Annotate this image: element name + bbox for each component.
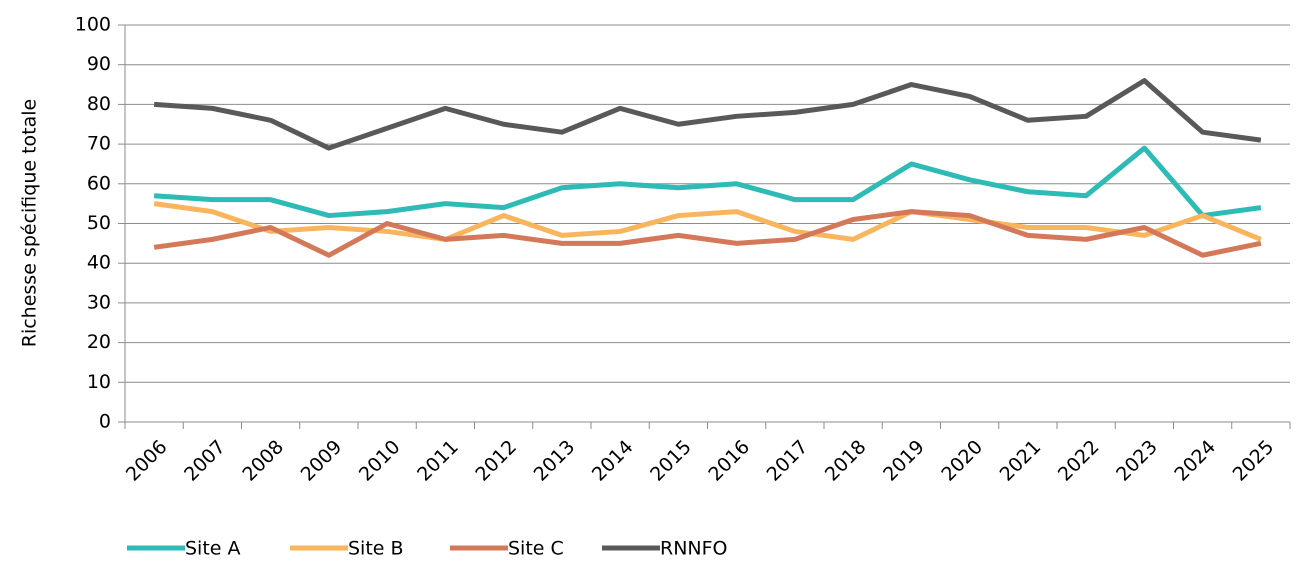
x-tick-label: 2022 <box>1054 436 1104 486</box>
x-tick-label: 2013 <box>530 436 580 486</box>
x-tick-label: 2017 <box>763 436 813 486</box>
y-tick-label: 40 <box>87 252 111 274</box>
y-tick-label: 30 <box>87 291 111 313</box>
legend-label: RNNFO <box>660 538 728 560</box>
x-tick-label: 2010 <box>355 436 405 486</box>
legend-label: Site B <box>348 538 404 560</box>
x-tick-label: 2016 <box>704 436 754 486</box>
y-tick-label: 10 <box>87 371 111 393</box>
x-tick-label: 2021 <box>996 436 1046 486</box>
x-tick-label: 2019 <box>879 436 929 486</box>
x-tick-label: 2018 <box>821 436 871 486</box>
series-line <box>153 201 1262 242</box>
x-tick-label: 2015 <box>646 436 696 486</box>
series-line <box>153 145 1262 219</box>
x-tick-label: 2014 <box>588 436 638 486</box>
x-tick-label: 2024 <box>1170 436 1220 486</box>
x-tick-label: 2007 <box>180 436 230 486</box>
y-tick-label: 20 <box>87 331 111 353</box>
y-tick-label: 90 <box>87 53 111 75</box>
x-tick-label: 2012 <box>471 436 521 486</box>
y-tick-label: 50 <box>87 212 111 234</box>
legend-label: Site A <box>185 538 241 560</box>
y-tick-label: 0 <box>99 411 111 433</box>
x-tick-label: 2009 <box>297 436 347 486</box>
y-tick-label: 70 <box>87 133 111 155</box>
legend-label: Site C <box>508 538 564 560</box>
x-tick-label: 2023 <box>1112 436 1162 486</box>
y-tick-label: 100 <box>75 14 111 36</box>
y-axis-label: Richesse spécifique totale <box>19 99 41 348</box>
x-tick-label: 2011 <box>413 436 463 486</box>
y-tick-label: 80 <box>87 93 111 115</box>
x-tick-label: 2025 <box>1229 436 1279 486</box>
x-tick-label: 2020 <box>937 436 987 486</box>
x-tick-label: 2008 <box>238 436 288 486</box>
series-line <box>153 78 1262 151</box>
x-tick-label: 2006 <box>122 436 172 486</box>
series-line <box>153 209 1262 258</box>
y-tick-label: 60 <box>87 172 111 194</box>
